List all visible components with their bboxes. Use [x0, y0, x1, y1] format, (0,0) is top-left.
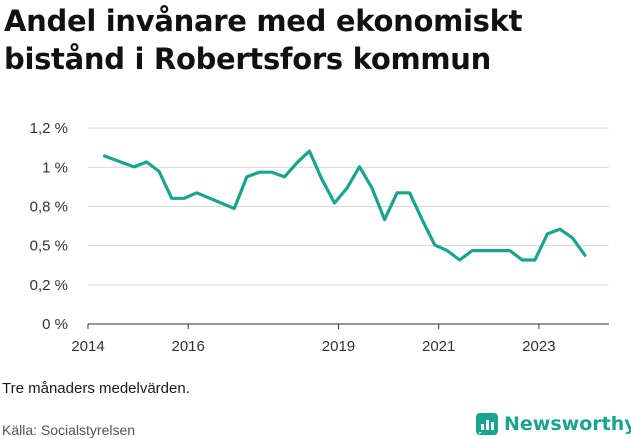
x-axis: 2014 2016 2019 2021 2023 [71, 323, 609, 355]
y-tick-label: 1,2 % [30, 120, 68, 137]
x-tick-label: 2021 [422, 338, 455, 355]
y-tick-label: 0,8 % [30, 199, 68, 216]
y-tick-label: 1 % [42, 159, 68, 176]
y-tick-label: 0,5 % [30, 238, 68, 255]
x-tick-label: 2019 [322, 338, 355, 355]
series-layer [102, 149, 587, 262]
chart-note: Tre månaders medelvärden. [2, 380, 190, 397]
chart-title: Andel invånare med ekonomiskt bistånd i … [4, 4, 523, 76]
brand-logo: Newsworthy [476, 410, 631, 438]
source-credit: Källa: Socialstyrelsen [2, 422, 136, 438]
y-axis-tick-labels: 0 % 0,2 % 0,5 % 0,8 % 1 % 1,2 % [30, 120, 68, 333]
x-tick-label: 2014 [71, 338, 104, 355]
brand-name: Newsworthy [504, 413, 631, 435]
x-tick-label: 2023 [522, 338, 555, 355]
y-tick-label: 0,2 % [30, 277, 68, 294]
y-tick-label: 0 % [42, 316, 68, 333]
chart-logo-icon [476, 413, 498, 435]
x-tick-label: 2016 [172, 338, 205, 355]
gridlines [88, 127, 609, 286]
series-line [102, 149, 587, 262]
